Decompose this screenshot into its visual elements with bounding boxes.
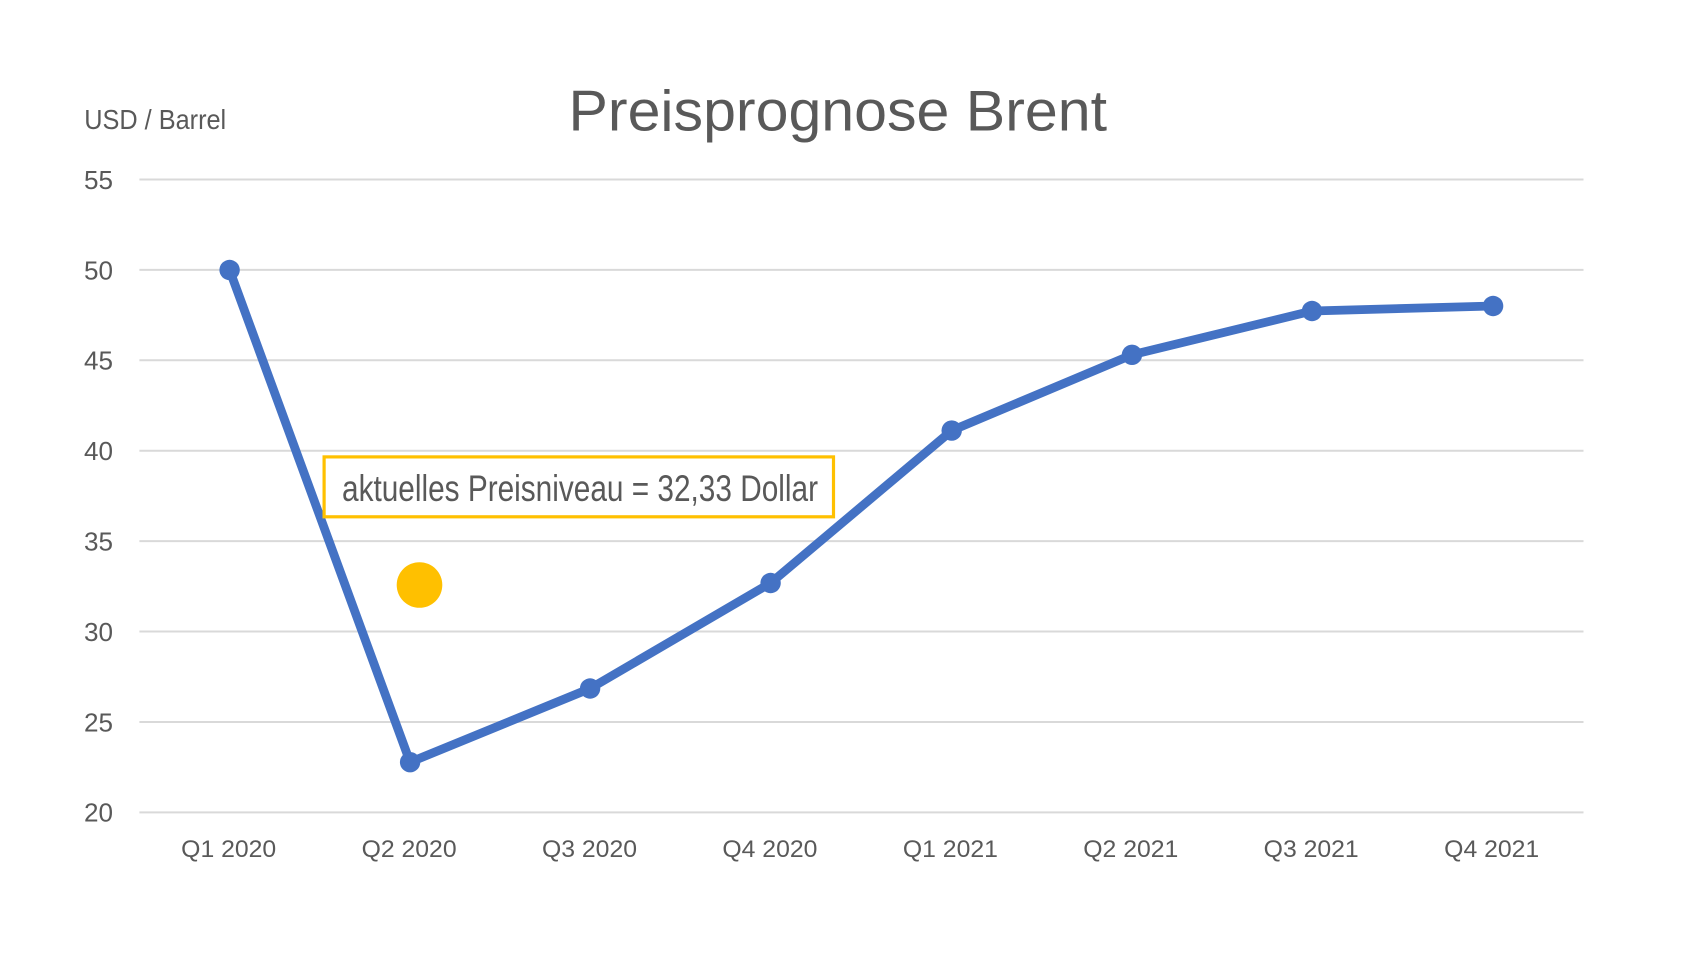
svg-text:Q2 2021: Q2 2021 <box>1083 836 1178 863</box>
svg-text:Q1 2021: Q1 2021 <box>903 836 998 863</box>
svg-text:Q3 2020: Q3 2020 <box>542 836 637 863</box>
svg-text:Preisprognose Brent: Preisprognose Brent <box>569 80 1108 144</box>
svg-text:30: 30 <box>84 617 113 647</box>
svg-text:45: 45 <box>84 346 113 376</box>
svg-text:55: 55 <box>84 165 113 195</box>
svg-text:40: 40 <box>84 436 113 466</box>
svg-text:Q4 2020: Q4 2020 <box>722 836 817 863</box>
svg-text:50: 50 <box>84 255 113 285</box>
svg-text:Q4 2021: Q4 2021 <box>1444 836 1539 863</box>
svg-text:aktuelles Preisniveau = 32,33: aktuelles Preisniveau = 32,33 Dollar <box>342 467 818 509</box>
svg-text:Q2 2020: Q2 2020 <box>362 836 457 863</box>
svg-text:25: 25 <box>84 707 113 737</box>
svg-text:35: 35 <box>84 527 113 557</box>
svg-text:Q1 2020: Q1 2020 <box>181 836 276 863</box>
svg-text:USD / Barrel: USD / Barrel <box>84 104 226 135</box>
svg-text:Q3 2021: Q3 2021 <box>1264 836 1359 863</box>
svg-text:20: 20 <box>84 798 113 828</box>
